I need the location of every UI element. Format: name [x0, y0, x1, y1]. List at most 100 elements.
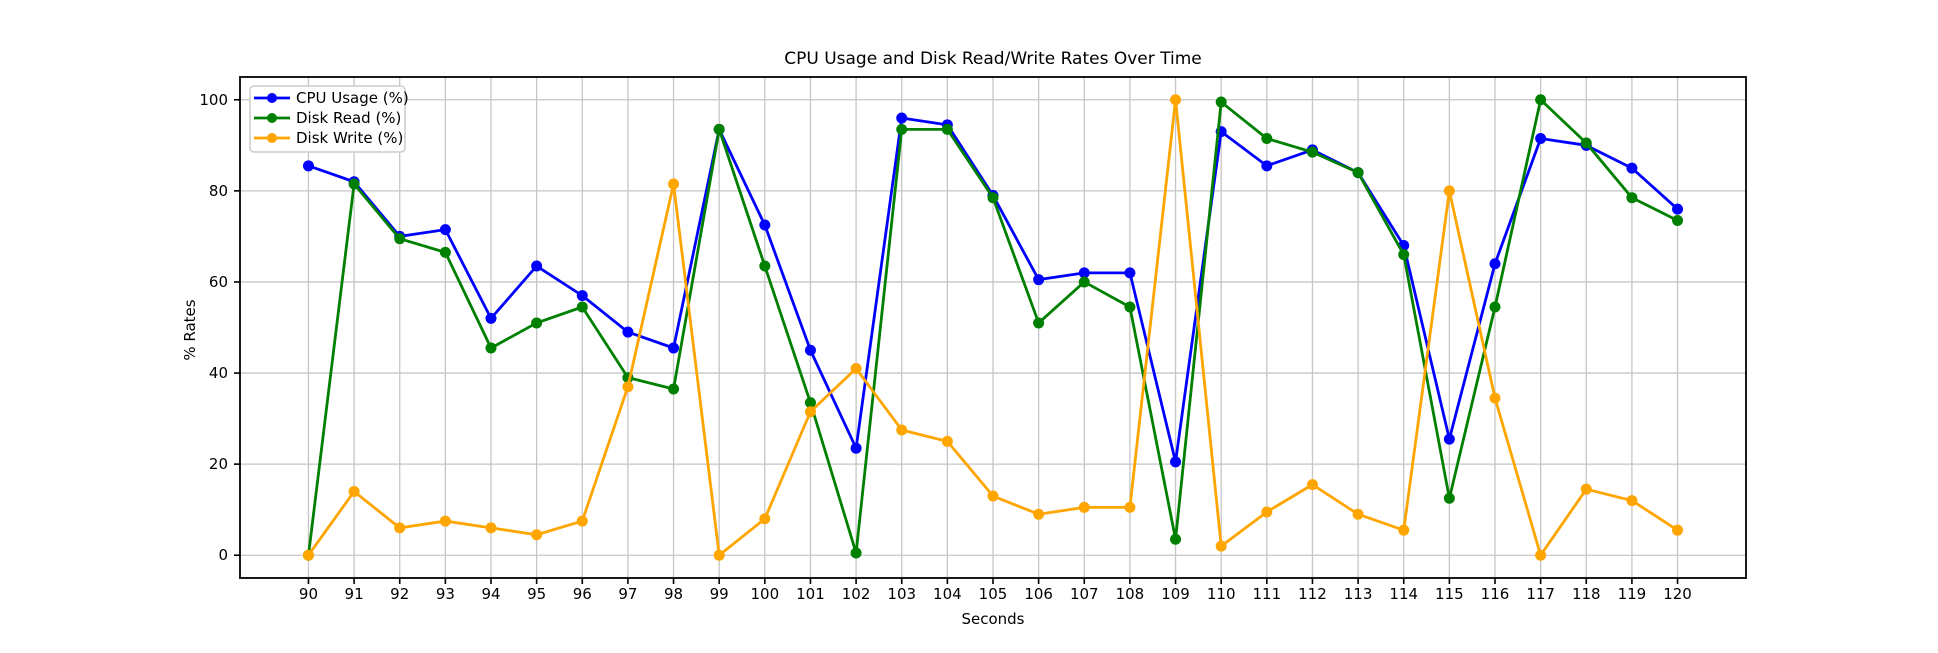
data-point-disk-read	[394, 233, 406, 245]
data-point-disk-write	[576, 515, 588, 527]
data-point-cpu-usage	[1124, 267, 1136, 279]
data-point-disk-write	[1352, 508, 1364, 520]
x-tick-label: 116	[1481, 585, 1510, 603]
x-tick-label: 115	[1435, 585, 1464, 603]
data-point-cpu-usage	[439, 224, 451, 236]
x-tick-label: 106	[1024, 585, 1053, 603]
x-tick-label: 120	[1663, 585, 1692, 603]
data-point-disk-write	[1261, 506, 1273, 518]
x-tick-label: 112	[1298, 585, 1327, 603]
data-point-disk-read	[531, 317, 543, 329]
y-tick-label: 40	[209, 364, 228, 382]
data-point-disk-write	[1443, 185, 1455, 197]
x-tick-label: 101	[796, 585, 825, 603]
data-point-disk-write	[485, 522, 497, 534]
data-point-disk-write	[1170, 94, 1182, 106]
series-disk-write	[302, 94, 1684, 561]
data-point-disk-write	[804, 406, 816, 418]
data-point-disk-read	[1443, 492, 1455, 504]
axis-ticks: 90 91 92 93 94 95 96 97 98 99 100 101 102 103 104 105 10…	[199, 91, 1692, 603]
data-point-disk-read	[896, 123, 908, 135]
data-point-disk-write	[439, 515, 451, 527]
data-point-disk-write	[1078, 501, 1090, 513]
y-tick-label: 0	[218, 546, 228, 564]
data-point-disk-write	[1306, 479, 1318, 491]
data-point-disk-read	[576, 301, 588, 313]
data-point-cpu-usage	[1489, 258, 1501, 270]
legend-label: Disk Write (%)	[296, 129, 403, 147]
data-point-disk-write	[759, 513, 771, 525]
data-point-cpu-usage	[485, 312, 497, 324]
data-point-disk-read	[348, 178, 360, 190]
data-point-disk-read	[713, 123, 725, 135]
y-tick-label: 80	[209, 182, 228, 200]
data-point-disk-read	[1306, 146, 1318, 158]
data-point-disk-read	[1124, 301, 1136, 313]
data-point-disk-read	[485, 342, 497, 354]
x-tick-label: 102	[842, 585, 871, 603]
data-point-disk-read	[668, 383, 680, 395]
data-point-disk-read	[804, 397, 816, 409]
x-tick-label: 95	[527, 585, 546, 603]
x-tick-label: 99	[710, 585, 729, 603]
data-point-disk-read	[1352, 167, 1364, 179]
data-point-cpu-usage	[668, 342, 680, 354]
x-tick-label: 105	[979, 585, 1008, 603]
x-tick-label: 90	[299, 585, 318, 603]
data-point-disk-write	[1535, 549, 1547, 561]
x-tick-label: 94	[481, 585, 500, 603]
legend: CPU Usage (%) Disk Read (%) Disk Write (%)	[249, 85, 409, 153]
x-tick-label: 91	[345, 585, 364, 603]
data-point-cpu-usage	[850, 442, 862, 454]
data-point-disk-write	[1033, 508, 1045, 520]
data-point-cpu-usage	[531, 260, 543, 272]
data-point-disk-read	[1535, 94, 1547, 106]
x-tick-label: 104	[933, 585, 962, 603]
data-point-disk-write	[1672, 524, 1684, 536]
data-point-disk-write	[1626, 495, 1638, 507]
legend-box	[249, 85, 406, 153]
data-point-disk-write	[1489, 392, 1501, 404]
data-point-cpu-usage	[576, 290, 588, 302]
x-tick-label: 111	[1252, 585, 1281, 603]
legend-marker	[267, 93, 277, 103]
data-point-disk-write	[668, 178, 680, 190]
data-point-cpu-usage	[1672, 203, 1684, 215]
x-tick-label: 100	[750, 585, 779, 603]
data-point-disk-read	[759, 260, 771, 272]
data-point-cpu-usage	[1443, 433, 1455, 445]
data-point-disk-write	[1398, 524, 1410, 536]
data-point-disk-write	[531, 529, 543, 541]
legend-entry-disk-read: Disk Read (%)	[254, 109, 401, 127]
data-point-disk-write	[941, 435, 953, 447]
data-point-disk-write	[348, 485, 360, 497]
data-point-disk-read	[987, 192, 999, 204]
legend-entry-disk-write: Disk Write (%)	[254, 129, 403, 147]
data-point-disk-read	[850, 547, 862, 559]
y-tick-label: 20	[209, 455, 228, 473]
data-point-cpu-usage	[1170, 456, 1182, 468]
data-point-cpu-usage	[759, 219, 771, 231]
data-point-disk-read	[1033, 317, 1045, 329]
grid	[240, 77, 1746, 578]
legend-label: Disk Read (%)	[296, 109, 401, 127]
x-tick-label: 103	[887, 585, 916, 603]
data-point-disk-read	[1215, 96, 1227, 108]
data-point-cpu-usage	[804, 344, 816, 356]
data-point-disk-read	[1626, 192, 1638, 204]
x-tick-label: 109	[1161, 585, 1190, 603]
data-point-cpu-usage	[302, 160, 314, 172]
x-tick-label: 118	[1572, 585, 1601, 603]
data-point-disk-read	[941, 123, 953, 135]
data-point-disk-write	[987, 490, 999, 502]
data-point-disk-write	[896, 424, 908, 436]
x-tick-label: 92	[390, 585, 409, 603]
data-point-disk-read	[1672, 214, 1684, 226]
data-point-disk-write	[1215, 540, 1227, 552]
x-tick-label: 110	[1207, 585, 1236, 603]
data-point-disk-write	[302, 549, 314, 561]
data-point-cpu-usage	[1033, 274, 1045, 286]
x-tick-label: 114	[1389, 585, 1418, 603]
data-point-cpu-usage	[622, 326, 634, 338]
